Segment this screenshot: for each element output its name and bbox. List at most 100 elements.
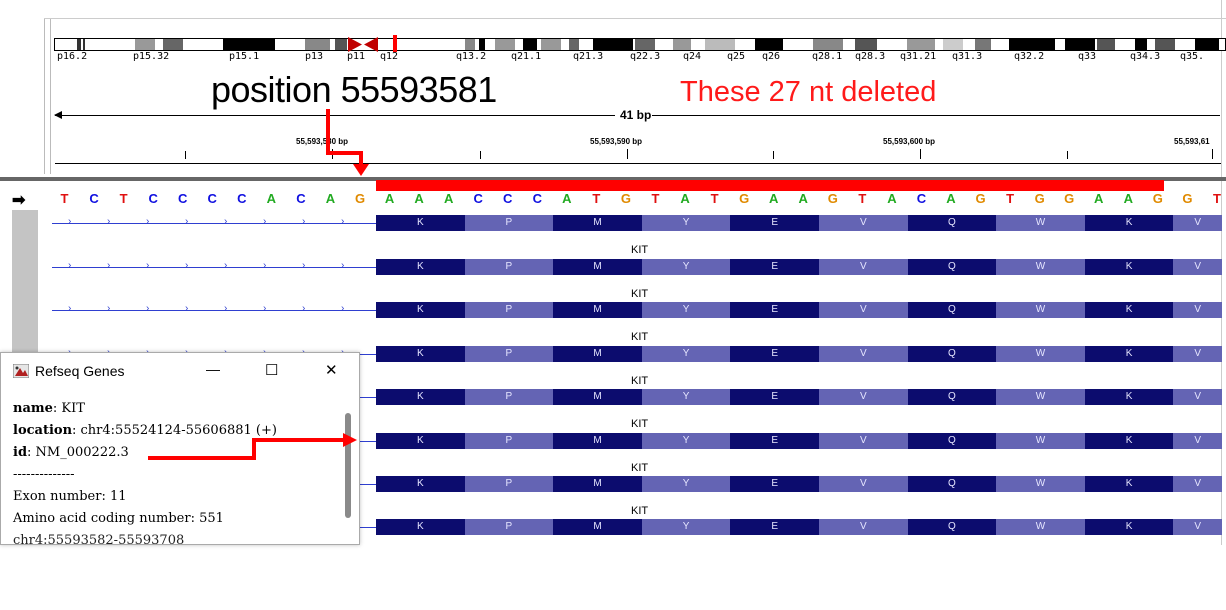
amino-acid-block: E [730,346,819,362]
amino-acid-block: K [376,433,465,449]
nucleotide: C [296,191,306,206]
ideogram-band [855,39,877,50]
amino-acid-block: V [819,476,908,492]
deleted-annotation: These 27 nt deleted [680,76,937,108]
strand-arrow-icon[interactable]: ➡ [12,192,26,209]
amino-acid-block: K [376,302,465,318]
id-label: id [13,445,28,460]
amino-acid-block: K [376,476,465,492]
nucleotide: T [710,191,719,206]
strand-chevron-icon: › [185,260,189,271]
amino-acid-block: V [1173,476,1222,492]
strand-chevron-icon: › [302,216,306,227]
ruler-tick-label: 55,593,600 bp [883,137,936,146]
strand-chevron-icon: › [185,216,189,227]
amino-acid-block: W [996,302,1085,318]
intron-line [52,267,376,268]
nucleotide: T [1006,191,1015,206]
ruler-tick [1212,149,1213,159]
nucleotide: C [148,191,158,206]
strand-chevron-icon: › [146,216,150,227]
minimize-button[interactable]: — [206,361,220,377]
ideogram-band [305,39,330,50]
chromosome-ideogram[interactable] [54,38,1226,51]
amino-acid-block: K [1084,259,1174,275]
band-label: q34.3 [1130,51,1161,62]
amino-acid-block: W [996,346,1085,362]
ideogram-band [465,39,475,50]
amino-acid-block: P [464,259,554,275]
ideogram-band [479,39,485,50]
amino-acid-block: M [553,346,642,362]
nucleotide: T [858,191,867,206]
deletion-highlight-bar [376,180,1164,191]
amino-acid-block: Y [641,302,731,318]
amino-acid-block: Q [907,389,997,405]
maximize-button[interactable]: ☐ [265,362,279,379]
amino-acid-block: M [553,215,642,231]
nucleotide: A [562,191,572,206]
ideogram-band [1195,39,1219,50]
nucleotide: C [237,191,247,206]
band-label: q33 [1078,51,1097,62]
strand-chevron-icon: › [185,303,189,314]
nucleotide: G [1064,191,1075,206]
amino-acid-block: V [1173,519,1222,535]
id-arrow-horizontal-2 [252,438,344,442]
band-label: q12 [380,51,399,62]
popup-location-row: location: chr4:55524124-55606881 (+) [13,423,277,438]
amino-acid-block: K [1084,519,1174,535]
igv-app-icon [12,363,30,379]
amino-acid-block: Y [641,476,731,492]
partial-coordinates: chr4:55593582-55593708 [13,533,185,545]
ideogram-band [593,39,633,50]
strand-chevron-icon: › [302,303,306,314]
strand-chevron-icon: › [107,216,111,227]
location-value: : chr4:55524124-55606881 (+) [72,423,277,438]
amino-acid-block: Q [907,302,997,318]
amino-acid-block: P [464,215,554,231]
band-label: q21.1 [511,51,542,62]
strand-chevron-icon: › [224,216,228,227]
close-button[interactable]: ✕ [325,362,338,379]
amino-acid-block: Y [641,389,731,405]
header-track-separator [0,177,1226,181]
ruler-tick [920,149,921,159]
nucleotide: A [768,191,779,206]
band-label: q25 [727,51,746,62]
band-label: p13 [305,51,324,62]
amino-acid-block: V [819,346,908,362]
amino-acid-block: M [553,519,642,535]
amino-acid-block: E [730,259,819,275]
strand-chevron-icon: › [302,260,306,271]
amino-acid-block: K [376,519,465,535]
id-value: : NM_000222.3 [27,445,129,460]
amino-acid-block: W [996,215,1085,231]
refseq-genes-popup[interactable]: Refseq Genes — ☐ ✕ name: KIT location: c… [0,352,360,545]
exon-number: Exon number: 11 [13,489,127,504]
amino-acid-block: K [1084,346,1174,362]
ruler-tick-label: 55,593,590 bp [590,137,643,146]
amino-acid-block: P [464,433,554,449]
ideogram-band [975,39,991,50]
nucleotide: T [119,191,128,206]
band-label: p15.32 [133,51,170,62]
gene-name-label: KIT [631,331,649,343]
popup-titlebar[interactable]: Refseq Genes — ☐ ✕ [1,353,359,391]
ruler-tick [773,151,774,159]
amino-acid-block: V [1173,259,1222,275]
amino-acid-block: K [376,389,465,405]
nucleotide: A [680,191,690,206]
popup-scrollbar[interactable] [345,413,351,518]
amino-acid-block: E [730,215,819,231]
nucleotide: G [1182,191,1193,206]
left-panel-border-2 [50,18,51,174]
